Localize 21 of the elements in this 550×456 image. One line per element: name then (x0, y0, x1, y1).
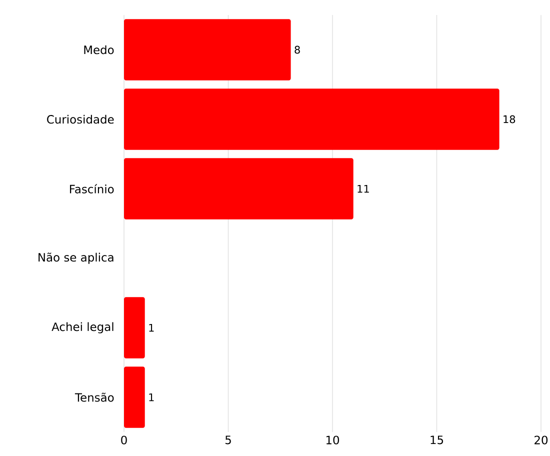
data-label: 1 (149, 324, 154, 332)
data-label: 18 (504, 115, 516, 124)
y-tick-label: Curiosidade (47, 114, 114, 124)
bar (124, 19, 291, 80)
data-label: 11 (358, 184, 369, 193)
bar (124, 88, 500, 150)
y-tick-label: Fascínio (70, 184, 114, 194)
bar (124, 158, 354, 220)
bar (124, 297, 145, 358)
y-tick-label: Achei legal (52, 322, 114, 334)
x-tick-label: 0 (121, 436, 127, 444)
x-tick-label: 20 (534, 436, 548, 444)
y-tick-label: Medo (84, 45, 114, 54)
y-tick-label: Não se aplica (38, 252, 114, 264)
x-tick-label: 15 (430, 436, 444, 444)
bar (124, 366, 145, 428)
data-label: 1 (149, 393, 154, 402)
data-label: 8 (294, 46, 300, 54)
x-tick-label: 10 (326, 436, 340, 444)
x-tick-label: 5 (226, 436, 231, 444)
y-tick-label: Tensão (74, 392, 114, 402)
